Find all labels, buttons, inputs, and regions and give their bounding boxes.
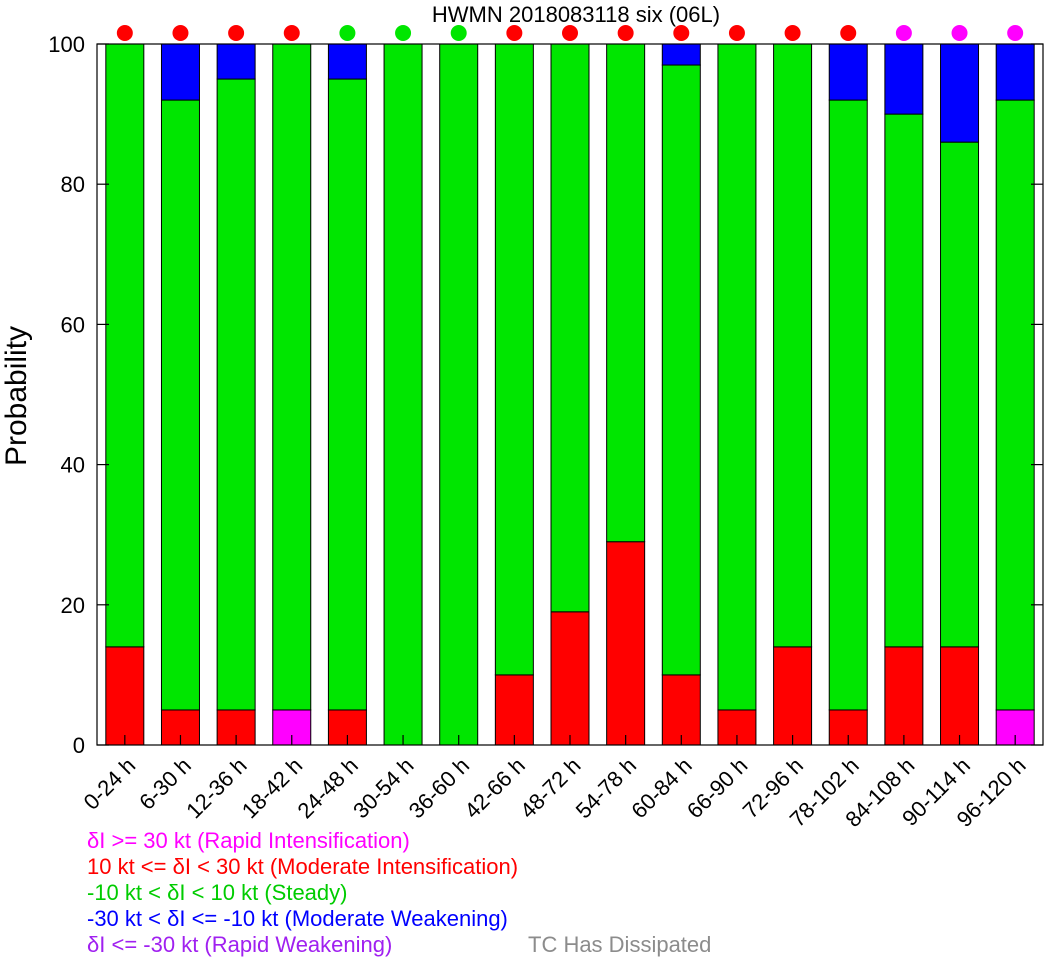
bar-segment-st — [160, 99, 200, 711]
bar-segment-mi — [940, 646, 980, 746]
legend: δI >= 30 kt (Rapid Intensification) 10 k… — [87, 828, 518, 958]
bar-segment-st — [606, 43, 646, 543]
bar-segment-st — [773, 43, 813, 648]
category-marker-dot — [450, 25, 467, 41]
legend-moderate-intensification: 10 kt <= δI < 30 kt (Moderate Intensific… — [87, 854, 519, 879]
x-tick-label: 54-78 h — [571, 753, 641, 823]
category-marker-dot — [728, 25, 745, 41]
category-marker-dot — [784, 25, 801, 41]
category-marker-dot — [395, 25, 412, 41]
category-marker-dot — [895, 25, 912, 41]
bar-segment-st — [995, 99, 1035, 711]
category-marker-dot — [1007, 25, 1024, 41]
bar-segment-st — [884, 113, 924, 648]
x-tick-label: 66-90 h — [682, 753, 752, 823]
y-tick-label: 40 — [61, 453, 85, 478]
category-marker-dot — [951, 25, 968, 41]
category-marker-dot — [840, 25, 857, 41]
bar-segment-st — [828, 99, 868, 711]
bar-segment-mi — [773, 646, 813, 746]
bar-segment-mw — [661, 43, 701, 66]
bar-segment-st — [494, 43, 534, 676]
legend-steady: -10 kt < δI < 10 kt (Steady) — [87, 880, 348, 905]
bar-segment-mi — [606, 541, 646, 746]
bar-segment-mw — [216, 43, 256, 80]
y-tick-label: 100 — [48, 32, 85, 57]
bar-segment-st — [940, 141, 980, 648]
bar-segment-mw — [884, 43, 924, 115]
bar-segment-st — [216, 78, 256, 711]
bar-segment-mi — [494, 674, 534, 746]
axes-layer — [96, 43, 1044, 746]
bar-segment-st — [661, 64, 701, 676]
category-marker-dot — [283, 25, 300, 41]
x-tick-label: 36-60 h — [404, 753, 474, 823]
bar-segment-mw — [160, 43, 200, 101]
y-tick-label: 60 — [61, 312, 85, 337]
category-marker-dot — [562, 25, 578, 41]
x-tick-label: 30-54 h — [348, 753, 418, 823]
bars-layer — [105, 43, 1035, 746]
bar-segment-st — [439, 43, 479, 746]
category-marker-dot — [339, 25, 356, 41]
x-tick-label: 0-24 h — [79, 753, 141, 815]
chart-title: HWMN 2018083118 six (06L) — [432, 2, 720, 27]
x-tick-label: 24-48 h — [293, 753, 363, 823]
legend-moderate-weakening: -30 kt < δI <= -10 kt (Moderate Weakenin… — [87, 906, 508, 931]
category-marker-dot — [617, 25, 634, 41]
bar-segment-mi — [105, 646, 145, 746]
bar-segment-st — [383, 43, 423, 746]
category-marker-dot — [506, 25, 523, 41]
y-tick-label: 0 — [73, 733, 85, 758]
bar-segment-mw — [995, 43, 1035, 101]
legend-rapid-intensification: δI >= 30 kt (Rapid Intensification) — [87, 828, 410, 853]
bar-segment-st — [272, 43, 312, 711]
y-tick-label: 20 — [61, 593, 85, 618]
bar-segment-mi — [884, 646, 924, 746]
bar-segment-mw — [327, 43, 367, 80]
x-tick-label: 42-66 h — [459, 753, 529, 823]
bar-segment-mi — [661, 674, 701, 746]
bar-segment-st — [105, 43, 145, 648]
legend-rapid-weakening: δI <= -30 kt (Rapid Weakening) — [87, 932, 393, 957]
bar-segment-st — [550, 43, 590, 613]
bar-segment-mw — [940, 43, 980, 143]
x-tick-label: 60-84 h — [626, 753, 696, 823]
category-marker-dot — [228, 25, 245, 41]
category-marker-dot — [116, 25, 133, 41]
y-axis-label: Probability — [0, 326, 33, 466]
x-tick-label: 48-72 h — [515, 753, 585, 823]
x-tick-label: 12-36 h — [181, 753, 251, 823]
dissipated-note: TC Has Dissipated — [528, 932, 712, 957]
y-tick-label: 80 — [61, 172, 85, 197]
bar-segment-mi — [550, 611, 590, 746]
bar-segment-st — [327, 78, 367, 711]
markers-layer — [116, 25, 1024, 41]
x-tick-label: 18-42 h — [237, 753, 307, 823]
bar-segment-st — [717, 43, 757, 711]
x-tick-labels: 0-24 h6-30 h12-36 h18-42 h24-48 h30-54 h… — [79, 753, 1031, 832]
category-marker-dot — [172, 25, 189, 41]
category-marker-dot — [673, 25, 690, 41]
bar-segment-mw — [828, 43, 868, 101]
y-tick-labels: 0 20 40 60 80 100 — [48, 32, 85, 758]
